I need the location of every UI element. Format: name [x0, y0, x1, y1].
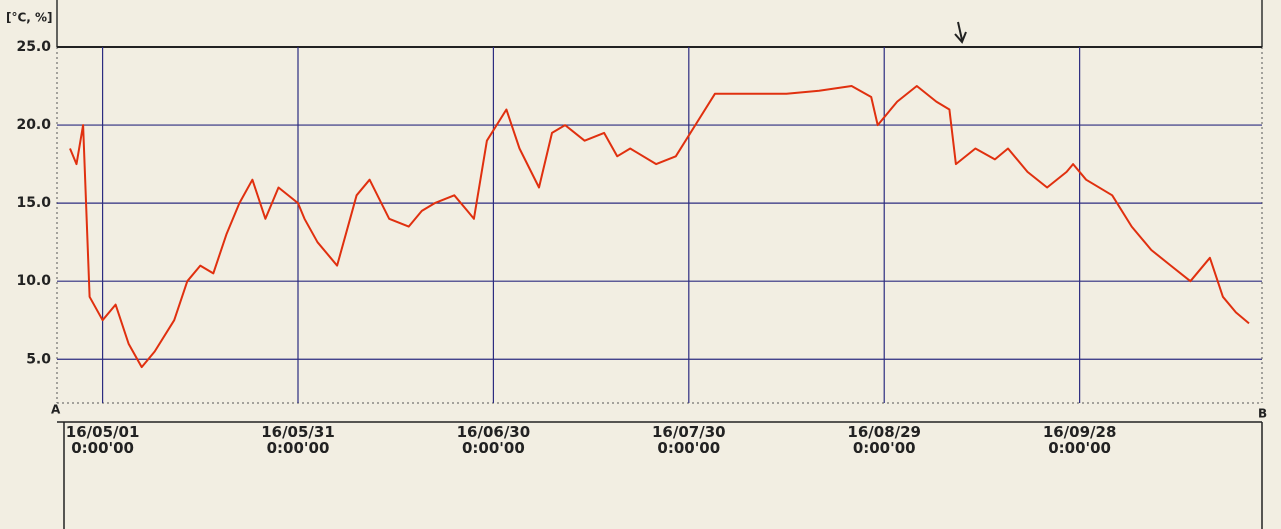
data-line [69, 85, 1250, 369]
arrow [954, 21, 967, 44]
x-tick-label: 16/07/30 0:00'00 [652, 423, 726, 457]
y-tick-label: 15.0 [16, 195, 51, 211]
x-tick-label: 16/09/28 0:00'00 [1042, 423, 1117, 457]
y-tick-label: 25.0 [16, 39, 51, 55]
y-tick-label: 5.0 [26, 351, 51, 367]
y-tick-label: 20.0 [16, 117, 51, 133]
annotation: A [51, 403, 61, 417]
annotation: B [1258, 407, 1267, 421]
y-axis-label: [°C, %] [6, 11, 53, 25]
x-tick-label: 16/06/30 0:00'00 [456, 423, 531, 457]
y-tick-label: 10.0 [16, 273, 51, 289]
x-tick-label: 16/05/31 0:00'00 [261, 423, 335, 457]
x-tick-label: 16/05/01 0:00'00 [65, 423, 140, 457]
x-tick-label: 16/08/29 0:00'00 [847, 423, 921, 457]
